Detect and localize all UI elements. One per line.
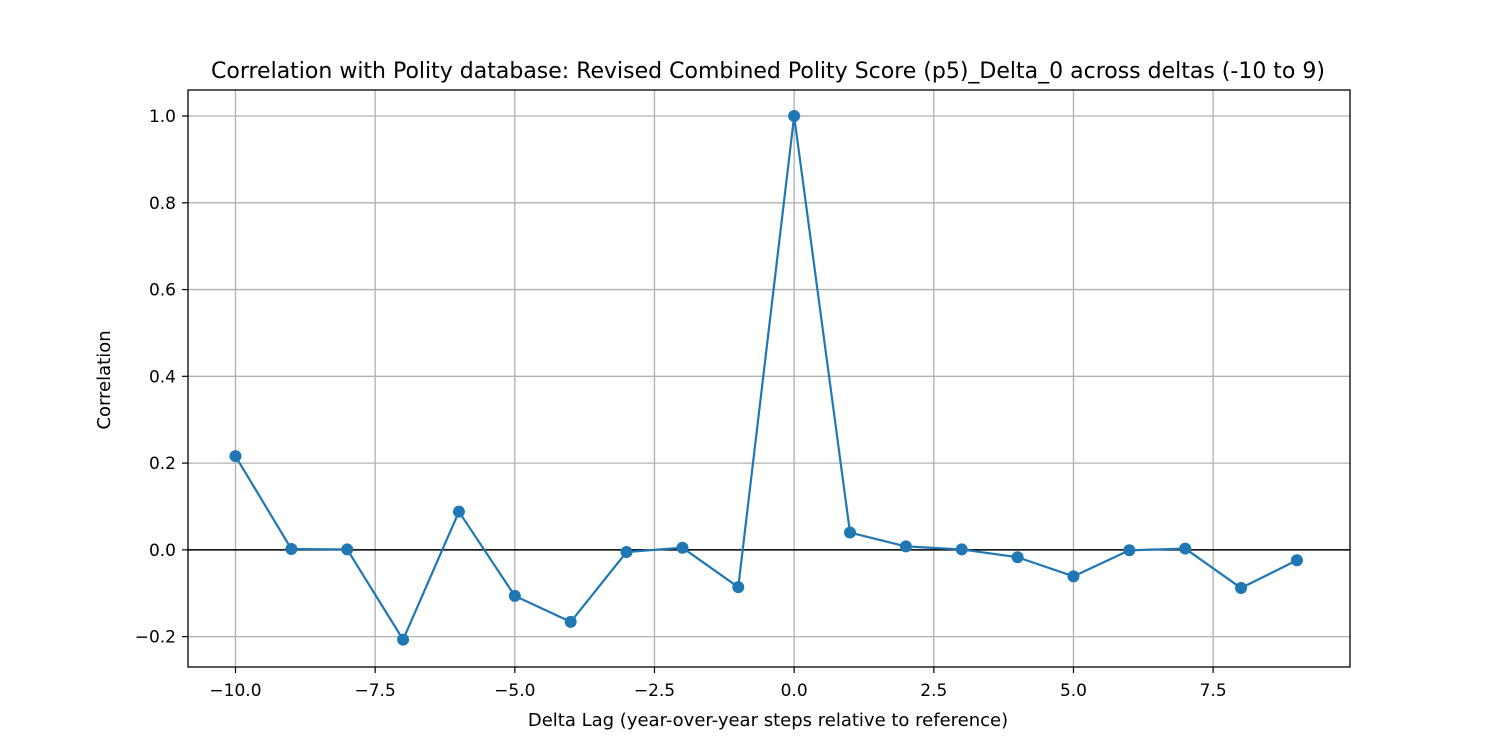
x-tick-label: −2.5 <box>634 681 675 701</box>
x-tick-label: −7.5 <box>355 681 396 701</box>
data-point <box>676 541 689 554</box>
y-tick-label: 0.4 <box>149 367 176 387</box>
data-point <box>452 505 465 518</box>
y-tick-label: 0.2 <box>149 454 176 474</box>
data-point <box>341 543 354 556</box>
data-point <box>1235 582 1248 595</box>
x-tick-label: 5.0 <box>1060 681 1087 701</box>
data-point <box>620 546 633 559</box>
data-point <box>508 589 521 602</box>
y-tick-label: 0.0 <box>149 541 176 561</box>
data-point <box>899 540 912 553</box>
plot-frame <box>187 89 1351 668</box>
x-tick-label: 7.5 <box>1200 681 1227 701</box>
series-line <box>234 114 1298 641</box>
x-tick-label: −10.0 <box>209 681 261 701</box>
data-point <box>285 542 298 555</box>
y-axis-ticks: −0.2 0.0 0.2 0.4 0.6 0.8 1.0 <box>135 107 188 648</box>
x-tick-label: 0.0 <box>781 681 808 701</box>
x-axis-ticks: −10.0 −7.5 −5.0 −2.5 0.0 2.5 5.0 7.5 <box>209 667 1227 701</box>
y-tick-label: 0.6 <box>149 281 176 301</box>
data-point <box>1067 570 1080 583</box>
x-tick-label: 2.5 <box>920 681 947 701</box>
data-point <box>397 633 410 646</box>
y-tick-label: 0.8 <box>149 194 176 214</box>
data-point <box>1290 554 1303 567</box>
data-point <box>732 581 745 594</box>
data-point <box>788 110 801 123</box>
x-axis-label: Delta Lag (year-over-year steps relative… <box>528 710 1008 731</box>
data-point <box>1123 544 1136 557</box>
data-point <box>1011 551 1024 564</box>
y-tick-label: 1.0 <box>149 107 176 127</box>
data-point <box>955 543 968 556</box>
x-tick-label: −5.0 <box>494 681 535 701</box>
data-point <box>229 450 242 463</box>
y-axis-label: Correlation <box>94 330 115 429</box>
chart-title: Correlation with Polity database: Revise… <box>211 59 1325 84</box>
data-point <box>564 615 577 628</box>
series-group <box>229 110 1303 646</box>
data-point <box>1179 542 1192 555</box>
y-tick-label: −0.2 <box>135 628 176 648</box>
data-point <box>844 526 857 539</box>
